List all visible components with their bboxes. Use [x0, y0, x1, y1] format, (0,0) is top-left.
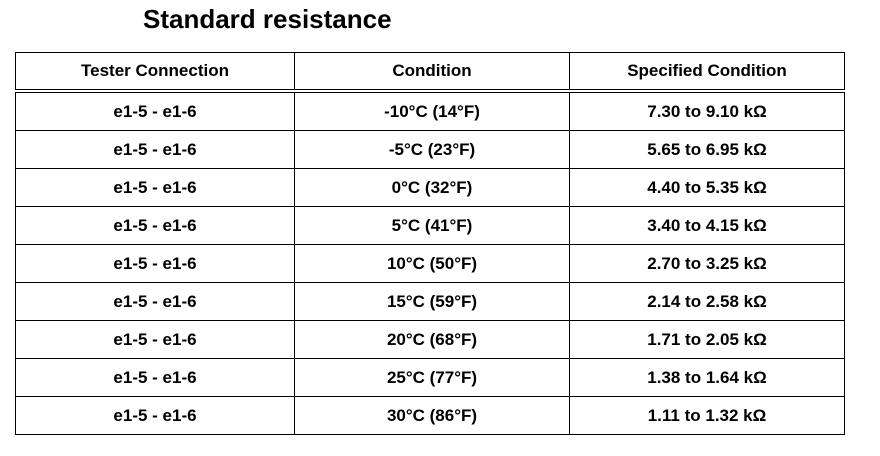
table-cell: 4.40 to 5.35 kΩ: [569, 168, 845, 207]
table-row: e1-5 - e1-6 0°C (32°F) 4.40 to 5.35 kΩ: [15, 168, 845, 207]
table-row: e1-5 - e1-6 20°C (68°F) 1.71 to 2.05 kΩ: [15, 320, 845, 359]
table-cell: 0°C (32°F): [294, 168, 570, 207]
table-cell: e1-5 - e1-6: [15, 282, 295, 321]
table-row: e1-5 - e1-6 30°C (86°F) 1.11 to 1.32 kΩ: [15, 396, 845, 435]
table-cell: e1-5 - e1-6: [15, 320, 295, 359]
table-cell: e1-5 - e1-6: [15, 244, 295, 283]
table-cell: e1-5 - e1-6: [15, 396, 295, 435]
table-cell: 2.70 to 3.25 kΩ: [569, 244, 845, 283]
table-cell: -10°C (14°F): [294, 90, 570, 131]
header-cell: Condition: [294, 52, 570, 93]
title: Standard resistance: [143, 4, 392, 34]
table-cell: e1-5 - e1-6: [15, 206, 295, 245]
table-row: e1-5 - e1-6 25°C (77°F) 1.38 to 1.64 kΩ: [15, 358, 845, 397]
table-cell: e1-5 - e1-6: [15, 130, 295, 169]
table-row: e1-5 - e1-6 -10°C (14°F) 7.30 to 9.10 kΩ: [15, 90, 845, 131]
table-cell: 30°C (86°F): [294, 396, 570, 435]
table-row: e1-5 - e1-6 5°C (41°F) 3.40 to 4.15 kΩ: [15, 206, 845, 245]
table-row: e1-5 - e1-6 10°C (50°F) 2.70 to 3.25 kΩ: [15, 244, 845, 283]
table-row: e1-5 - e1-6 15°C (59°F) 2.14 to 2.58 kΩ: [15, 282, 845, 321]
table-cell: 20°C (68°F): [294, 320, 570, 359]
table-cell: 3.40 to 4.15 kΩ: [569, 206, 845, 245]
table-body: e1-5 - e1-6 -10°C (14°F) 7.30 to 9.10 kΩ e1…: [15, 90, 845, 435]
header-cell: Tester Connection: [15, 52, 295, 93]
resistance-table: Tester Connection Condition Specified Cond…: [15, 52, 845, 435]
table-cell: 25°C (77°F): [294, 358, 570, 397]
table-cell: e1-5 - e1-6: [15, 90, 295, 131]
table-cell: 5.65 to 6.95 kΩ: [569, 130, 845, 169]
table-cell: 15°C (59°F): [294, 282, 570, 321]
table-cell: 1.38 to 1.64 kΩ: [569, 358, 845, 397]
table-row: e1-5 - e1-6 -5°C (23°F) 5.65 to 6.95 kΩ: [15, 130, 845, 169]
table-cell: 2.14 to 2.58 kΩ: [569, 282, 845, 321]
header-cell: Specified Condition: [569, 52, 845, 93]
table-cell: 1.11 to 1.32 kΩ: [569, 396, 845, 435]
table-cell: -5°C (23°F): [294, 130, 570, 169]
table-cell: e1-5 - e1-6: [15, 168, 295, 207]
header-row: Tester Connection Condition Specified Cond…: [15, 52, 845, 93]
table-cell: 10°C (50°F): [294, 244, 570, 283]
table-cell: e1-5 - e1-6: [15, 358, 295, 397]
table-cell: 7.30 to 9.10 kΩ: [569, 90, 845, 131]
table-cell: 1.71 to 2.05 kΩ: [569, 320, 845, 359]
table-cell: 5°C (41°F): [294, 206, 570, 245]
